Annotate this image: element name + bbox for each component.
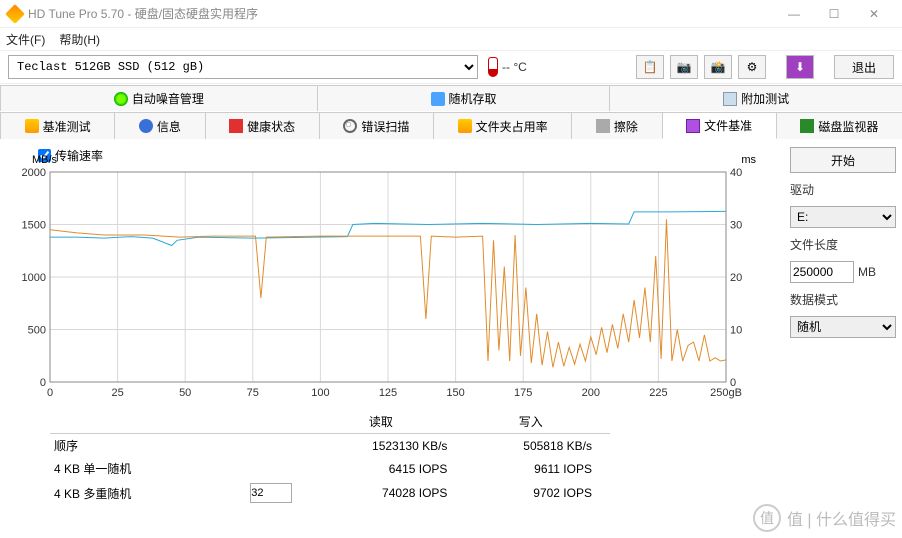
svg-text:500: 500 (28, 325, 46, 337)
random-icon (431, 92, 445, 106)
folder-icon (458, 119, 472, 133)
svg-text:200: 200 (582, 387, 600, 399)
tab-file-benchmark[interactable]: 文件基准 (662, 112, 777, 139)
health-icon (229, 119, 243, 133)
toolbar: Teclast 512GB SSD (512 gB) -- °C 📋 📷 📸 ⚙… (0, 50, 902, 84)
temperature-block: -- °C (488, 57, 527, 77)
y-left-unit: MB/s (32, 154, 57, 166)
tab-row-lower: 基准测试 信息 健康状态 错误扫描 文件夹占用率 擦除 文件基准 磁盘监视器 (0, 111, 902, 139)
table-row: 顺序 1523130 KB/s 505818 KB/s (50, 434, 610, 458)
filelen-input[interactable] (790, 261, 854, 283)
tab-health[interactable]: 健康状态 (205, 112, 320, 139)
calc-icon (723, 92, 737, 106)
svg-text:50: 50 (179, 387, 191, 399)
app-icon (5, 4, 25, 24)
exit-button[interactable]: 退出 (834, 55, 894, 79)
svg-text:175: 175 (514, 387, 532, 399)
tab-error-scan[interactable]: 错误扫描 (319, 112, 434, 139)
svg-text:20: 20 (730, 272, 742, 284)
benchmark-chart: MB/s ms 05001000150020000102030400255075… (10, 166, 774, 404)
table-row: 4 KB 多重随机 74028 IOPS 9702 IOPS (50, 480, 610, 506)
drive-select[interactable]: E: (790, 206, 896, 228)
col-read: 读取 (310, 410, 465, 434)
tab-disk-monitor[interactable]: 磁盘监视器 (776, 112, 902, 139)
tab-row-upper: 自动噪音管理 随机存取 附加测试 (0, 84, 902, 111)
menu-file[interactable]: 文件(F) (6, 31, 45, 48)
tab-extra-tests[interactable]: 附加测试 (609, 85, 902, 111)
svg-text:75: 75 (247, 387, 259, 399)
menubar: 文件(F) 帮助(H) (0, 28, 902, 50)
svg-text:1500: 1500 (22, 220, 46, 232)
device-select[interactable]: Teclast 512GB SSD (512 gB) (8, 55, 478, 79)
info-icon (139, 119, 153, 133)
tb-camera-button[interactable]: 📸 (704, 55, 732, 79)
filelen-label: 文件长度 (790, 236, 896, 253)
transfer-rate-label: 传输速率 (55, 147, 103, 164)
svg-text:150: 150 (446, 387, 464, 399)
svg-text:30: 30 (730, 220, 742, 232)
svg-text:2000: 2000 (22, 167, 46, 179)
svg-text:40: 40 (730, 167, 742, 179)
tb-settings-button[interactable]: ⚙ (738, 55, 766, 79)
tb-copy-button[interactable]: 📋 (636, 55, 664, 79)
erase-icon (596, 119, 610, 133)
results-table: 读取 写入 顺序 1523130 KB/s 505818 KB/s 4 KB 单… (10, 410, 774, 506)
table-row: 4 KB 单一随机 6415 IOPS 9611 IOPS (50, 457, 610, 480)
window-title: HD Tune Pro 5.70 - 硬盘/固态硬盘实用程序 (28, 5, 258, 22)
titlebar: HD Tune Pro 5.70 - 硬盘/固态硬盘实用程序 — ☐ ✕ (0, 0, 902, 28)
svg-text:225: 225 (649, 387, 667, 399)
drive-label: 驱动 (790, 181, 896, 198)
mode-label: 数据模式 (790, 291, 896, 308)
tab-random-access[interactable]: 随机存取 (317, 85, 611, 111)
tab-info[interactable]: 信息 (114, 112, 205, 139)
chart-pane: 传输速率 MB/s ms 050010001500200001020304002… (0, 139, 784, 535)
thermometer-icon (488, 57, 498, 77)
queue-depth-spinner[interactable] (250, 483, 292, 503)
temperature-value: -- °C (502, 60, 527, 74)
menu-help[interactable]: 帮助(H) (59, 31, 100, 48)
svg-text:125: 125 (379, 387, 397, 399)
svg-text:10: 10 (730, 325, 742, 337)
file-icon (686, 119, 700, 133)
monitor-icon (800, 119, 814, 133)
tab-folder-usage[interactable]: 文件夹占用率 (433, 112, 572, 139)
svg-text:1000: 1000 (22, 272, 46, 284)
svg-text:0: 0 (40, 377, 46, 389)
speaker-icon (114, 92, 128, 106)
content-area: 传输速率 MB/s ms 050010001500200001020304002… (0, 139, 902, 535)
start-button[interactable]: 开始 (790, 147, 896, 173)
svg-text:250gB: 250gB (710, 387, 742, 399)
tab-erase[interactable]: 擦除 (571, 112, 662, 139)
minimize-button[interactable]: — (774, 0, 814, 28)
maximize-button[interactable]: ☐ (814, 0, 854, 28)
filelen-unit: MB (858, 265, 876, 279)
y-right-unit: ms (741, 154, 756, 166)
svg-text:25: 25 (111, 387, 123, 399)
close-button[interactable]: ✕ (854, 0, 894, 28)
tb-save-button[interactable]: ⬇ (786, 55, 814, 79)
svg-text:0: 0 (47, 387, 53, 399)
gauge-icon (25, 119, 39, 133)
side-panel: 开始 驱动 E: 文件长度 MB 数据模式 随机 (784, 139, 902, 535)
svg-text:100: 100 (311, 387, 329, 399)
tab-benchmark[interactable]: 基准测试 (0, 112, 115, 139)
mode-select[interactable]: 随机 (790, 316, 896, 338)
tb-screenshot-button[interactable]: 📷 (670, 55, 698, 79)
tab-noise-mgmt[interactable]: 自动噪音管理 (0, 85, 318, 111)
col-write: 写入 (465, 410, 610, 434)
magnifier-icon (343, 119, 357, 133)
